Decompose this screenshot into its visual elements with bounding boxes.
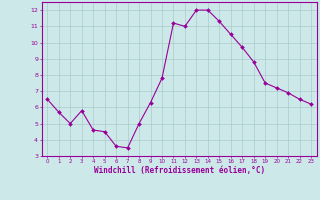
X-axis label: Windchill (Refroidissement éolien,°C): Windchill (Refroidissement éolien,°C) <box>94 166 265 175</box>
